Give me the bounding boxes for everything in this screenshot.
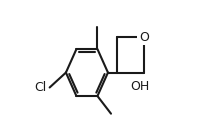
Text: O: O <box>138 31 148 44</box>
Text: OH: OH <box>130 80 149 93</box>
Text: Cl: Cl <box>34 81 46 94</box>
